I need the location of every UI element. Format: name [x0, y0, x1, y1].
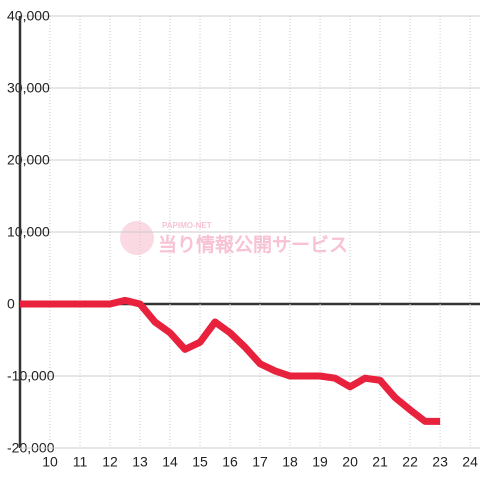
y-tick-label: 0	[7, 296, 15, 312]
x-tick-label: 18	[282, 454, 298, 470]
x-tick-label: 14	[162, 454, 178, 470]
x-tick-label: 11	[73, 454, 88, 470]
x-tick-label: 22	[402, 454, 418, 470]
x-tick-label: 10	[42, 454, 58, 470]
x-tick-label: 13	[132, 454, 148, 470]
x-tick-label: 12	[102, 454, 118, 470]
x-tick-label: 24	[462, 454, 478, 470]
y-tick-label: 20,000	[7, 152, 50, 168]
x-tick-label: 16	[222, 454, 238, 470]
y-tick-label: 40,000	[7, 8, 50, 24]
x-tick-label: 15	[192, 454, 208, 470]
y-tick-label: 10,000	[7, 224, 50, 240]
y-tick-label: 30,000	[7, 80, 50, 96]
watermark-group: PAPIMO-NET 当り情報公開サービス	[120, 221, 348, 256]
watermark-logo	[120, 221, 154, 255]
data-line	[20, 296, 441, 425]
x-tick-label: 23	[432, 454, 448, 470]
x-tick-label: 17	[252, 454, 268, 470]
x-tick-label: 19	[312, 454, 328, 470]
x-tick-label: 20	[342, 454, 358, 470]
watermark-small: PAPIMO-NET	[162, 221, 212, 230]
x-tick-label: 21	[372, 454, 388, 470]
y-tick-label: -10,000	[7, 368, 55, 384]
watermark-text: 当り情報公開サービス	[158, 233, 348, 256]
